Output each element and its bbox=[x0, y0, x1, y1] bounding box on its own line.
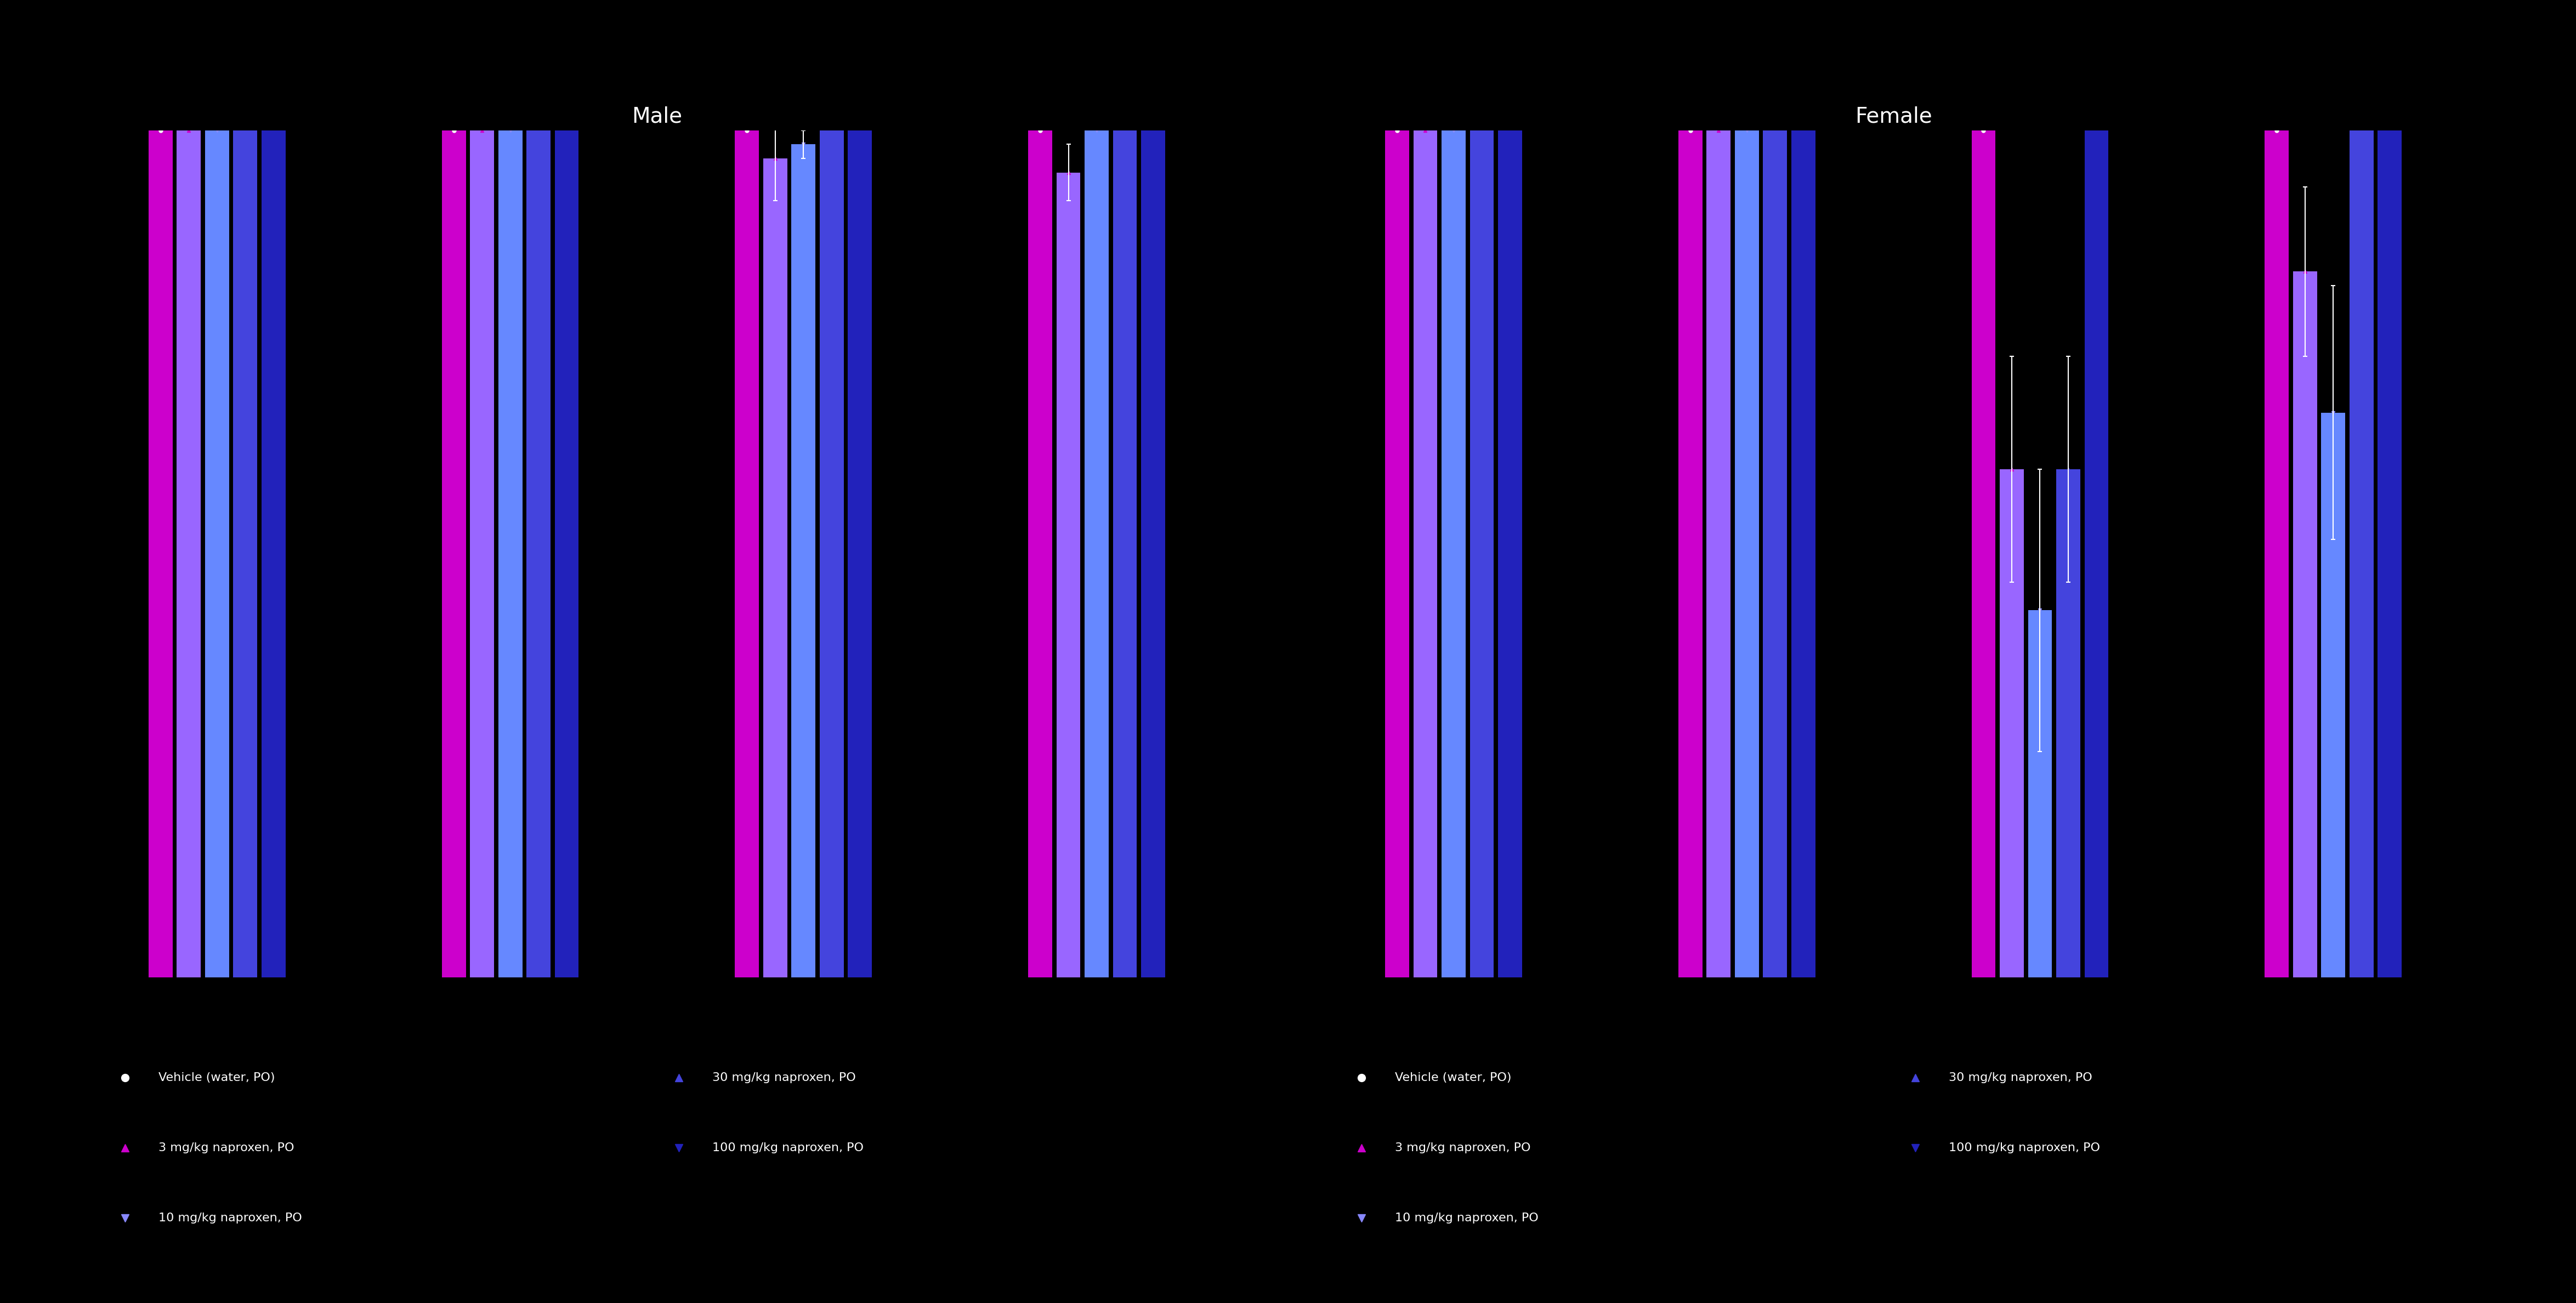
Bar bbox=[1499, 130, 1522, 977]
Text: 100 mg/kg naproxen, PO: 100 mg/kg naproxen, PO bbox=[711, 1143, 863, 1153]
Bar bbox=[1971, 130, 1996, 977]
Bar bbox=[2084, 130, 2107, 977]
Bar bbox=[819, 130, 845, 977]
Bar bbox=[206, 130, 229, 977]
Bar bbox=[1705, 130, 1731, 977]
Text: 10 mg/kg naproxen, PO: 10 mg/kg naproxen, PO bbox=[160, 1213, 301, 1224]
Bar bbox=[1734, 130, 1759, 977]
Bar bbox=[1386, 130, 1409, 977]
Bar bbox=[526, 130, 551, 977]
Text: Vehicle (water, PO): Vehicle (water, PO) bbox=[1396, 1072, 1512, 1083]
Bar bbox=[1443, 130, 1466, 977]
Bar bbox=[2349, 130, 2372, 977]
Bar bbox=[1084, 130, 1108, 977]
Bar bbox=[848, 130, 871, 977]
Bar bbox=[2027, 610, 2053, 977]
Bar bbox=[469, 130, 495, 977]
Bar bbox=[149, 130, 173, 977]
Bar bbox=[1762, 130, 1788, 977]
Bar bbox=[762, 159, 788, 977]
Bar bbox=[2378, 130, 2401, 977]
Bar bbox=[1471, 130, 1494, 977]
Bar bbox=[497, 130, 523, 977]
Bar bbox=[178, 130, 201, 977]
Bar bbox=[2293, 271, 2316, 977]
Bar bbox=[1028, 130, 1051, 977]
Text: 30 mg/kg naproxen, PO: 30 mg/kg naproxen, PO bbox=[1947, 1072, 2092, 1083]
Text: 10 mg/kg naproxen, PO: 10 mg/kg naproxen, PO bbox=[1396, 1213, 1538, 1224]
Title: Female: Female bbox=[1855, 107, 1932, 128]
Bar bbox=[791, 145, 817, 977]
Bar bbox=[554, 130, 580, 977]
Bar bbox=[1414, 130, 1437, 977]
Bar bbox=[2264, 130, 2287, 977]
Text: 100 mg/kg naproxen, PO: 100 mg/kg naproxen, PO bbox=[1947, 1143, 2099, 1153]
Bar bbox=[1141, 130, 1164, 977]
Bar bbox=[1790, 130, 1816, 977]
Bar bbox=[263, 130, 286, 977]
Bar bbox=[1999, 469, 2025, 977]
Text: 30 mg/kg naproxen, PO: 30 mg/kg naproxen, PO bbox=[711, 1072, 855, 1083]
Text: 3 mg/kg naproxen, PO: 3 mg/kg naproxen, PO bbox=[160, 1143, 294, 1153]
Text: 3 mg/kg naproxen, PO: 3 mg/kg naproxen, PO bbox=[1396, 1143, 1530, 1153]
Bar bbox=[234, 130, 258, 977]
Bar bbox=[1113, 130, 1136, 977]
Bar bbox=[443, 130, 466, 977]
Bar bbox=[1056, 172, 1079, 977]
Title: Male: Male bbox=[631, 107, 683, 128]
Text: Vehicle (water, PO): Vehicle (water, PO) bbox=[160, 1072, 276, 1083]
Bar bbox=[2056, 469, 2081, 977]
Bar bbox=[1680, 130, 1703, 977]
Bar bbox=[2321, 413, 2344, 977]
Bar bbox=[734, 130, 760, 977]
